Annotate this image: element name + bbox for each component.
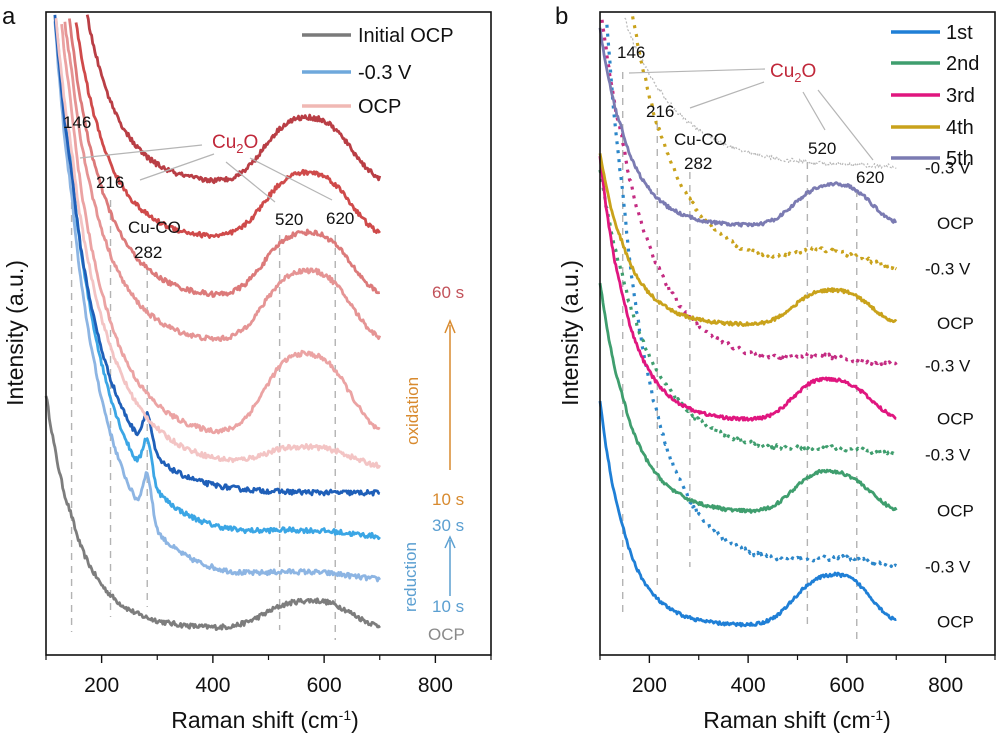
legend-label-1st: 1st bbox=[946, 22, 973, 44]
series-ocp-30-s bbox=[63, 21, 382, 343]
series-0-3-v-30-s bbox=[53, 14, 381, 497]
state-label: OCP bbox=[937, 409, 974, 428]
x-tick-label: 600 bbox=[829, 674, 864, 697]
panel-a-x-axis-label: Raman shift (cm-1) bbox=[171, 707, 359, 733]
state-label: -0.3 V bbox=[925, 356, 971, 375]
series-ocp-60-s bbox=[85, 14, 382, 185]
leader-146 bbox=[79, 144, 203, 159]
panel-b-state-labels: OCP -0.3 V OCP -0.3 V OCP -0.3 V OCP -0.3 V OCP -… bbox=[925, 158, 974, 631]
panel-a-time-annotations: 60 s oxidation 10 s 30 s reduction 10 s … bbox=[401, 283, 465, 644]
series-initial-ocp bbox=[44, 395, 381, 631]
state-label: OCP bbox=[937, 613, 974, 632]
state-label: OCP bbox=[937, 314, 974, 333]
series-1st-ocp bbox=[598, 400, 897, 628]
ocp-initial-label: OCP bbox=[428, 625, 465, 644]
leader-146-b bbox=[628, 68, 766, 74]
cuco-label-b: Cu-CO bbox=[674, 130, 727, 149]
panel-b-legend: 1st 2nd 3rd 4th 5th bbox=[891, 22, 979, 170]
series-4th-ocp bbox=[598, 153, 898, 328]
cu2o-label: Cu2O bbox=[212, 132, 258, 156]
peak-label-620-b: 620 bbox=[856, 168, 884, 187]
state-label: OCP bbox=[937, 214, 974, 233]
leader-620 bbox=[249, 157, 333, 201]
reduction-arrowhead-icon bbox=[444, 535, 456, 549]
panel-b-letter: b bbox=[555, 3, 568, 30]
panel-a-legend: Initial OCP -0.3 V OCP bbox=[302, 25, 454, 118]
oxidation-arrowhead-icon bbox=[444, 319, 456, 334]
peak-label-146: 146 bbox=[63, 113, 91, 132]
series-1st-0-3-v bbox=[605, 24, 898, 569]
series-0-3-v-10-s bbox=[53, 21, 382, 583]
oxidation-label: oxidation bbox=[403, 377, 422, 445]
reduction-label: reduction bbox=[401, 542, 420, 612]
panel-b-x-ticks: 200 400 600 800 bbox=[599, 655, 996, 697]
series-0-3-v-20-s bbox=[54, 18, 381, 540]
series-ocp-20-s bbox=[60, 23, 381, 435]
panel-a: a 200 400 600 800 Raman shift (cm-1) Intens… bbox=[2, 3, 492, 733]
legend-label-5th: 5th bbox=[946, 148, 974, 170]
panel-b-y-axis-label: Intensity (a.u.) bbox=[557, 260, 583, 406]
cuco-label: Cu-CO bbox=[128, 218, 181, 237]
series-2nd-0-3-v bbox=[598, 169, 897, 457]
series-3rd-0-3-v bbox=[600, 19, 898, 368]
series-5th-ocp bbox=[598, 27, 898, 228]
x-tick-label: 400 bbox=[731, 674, 766, 697]
time-label-60s: 60 s bbox=[432, 283, 464, 302]
panel-b-annotations: Cu2O 146 216 Cu-CO 282 520 620 bbox=[617, 43, 884, 187]
panel-b: b 200 400 600 800 Raman shift (cm-1) Intens… bbox=[555, 3, 996, 733]
x-tick-label: 800 bbox=[418, 674, 453, 697]
panel-b-x-axis-label: Raman shift (cm-1) bbox=[703, 707, 891, 733]
peak-label-620: 620 bbox=[326, 209, 354, 228]
x-tick-label: 600 bbox=[307, 674, 342, 697]
peak-label-282: 282 bbox=[134, 243, 162, 262]
state-label: -0.3 V bbox=[925, 260, 971, 279]
panel-b-series bbox=[598, 16, 898, 628]
cu2o-label-b: Cu2O bbox=[770, 61, 816, 85]
peak-label-216-b: 216 bbox=[646, 102, 674, 121]
legend-label-2nd: 2nd bbox=[946, 53, 979, 75]
leader-216 bbox=[139, 153, 215, 181]
state-label: -0.3 V bbox=[925, 158, 971, 177]
x-tick-label: 200 bbox=[84, 674, 119, 697]
series-5th-0-3-v bbox=[624, 17, 897, 169]
series-3rd-ocp bbox=[598, 155, 897, 422]
legend-label-3rd: 3rd bbox=[946, 85, 975, 107]
series-ocp-10-s bbox=[54, 17, 382, 469]
legend-label-minus-0-3v: -0.3 V bbox=[358, 62, 412, 84]
panel-a-series bbox=[44, 14, 382, 631]
leader-216-b bbox=[689, 81, 765, 109]
legend-label-initial-ocp: Initial OCP bbox=[358, 25, 454, 47]
peak-label-216: 216 bbox=[96, 173, 124, 192]
peak-label-282-b: 282 bbox=[684, 154, 712, 173]
state-label: OCP bbox=[937, 502, 974, 521]
time-label-10s-oxidation: 10 s bbox=[432, 490, 464, 509]
panel-a-x-ticks: 200 400 600 800 bbox=[45, 655, 492, 697]
x-tick-label: 400 bbox=[195, 674, 230, 697]
legend-label-ocp: OCP bbox=[358, 96, 401, 118]
x-tick-label: 200 bbox=[632, 674, 667, 697]
peak-label-520: 520 bbox=[275, 210, 303, 229]
leader-520 bbox=[225, 161, 276, 203]
time-label-10s-reduction: 10 s bbox=[432, 597, 464, 616]
state-label: -0.3 V bbox=[925, 557, 971, 576]
panel-a-letter: a bbox=[2, 3, 16, 30]
panel-a-y-axis-label: Intensity (a.u.) bbox=[2, 260, 28, 406]
leader-520-b bbox=[802, 91, 826, 131]
peak-label-520-b: 520 bbox=[808, 139, 836, 158]
series-ocp-40-s bbox=[68, 18, 381, 298]
series-ocp-50-s bbox=[74, 22, 381, 239]
panel-a-annotations: Cu2O 146 216 Cu-CO 282 520 620 bbox=[63, 113, 354, 262]
series-2nd-ocp bbox=[598, 282, 898, 514]
x-tick-label: 800 bbox=[928, 674, 963, 697]
time-label-30s-reduction: 30 s bbox=[432, 516, 464, 535]
peak-label-146-b: 146 bbox=[617, 43, 645, 62]
leader-620-b bbox=[817, 89, 874, 161]
legend-label-4th: 4th bbox=[946, 117, 974, 139]
state-label: -0.3 V bbox=[925, 445, 971, 464]
